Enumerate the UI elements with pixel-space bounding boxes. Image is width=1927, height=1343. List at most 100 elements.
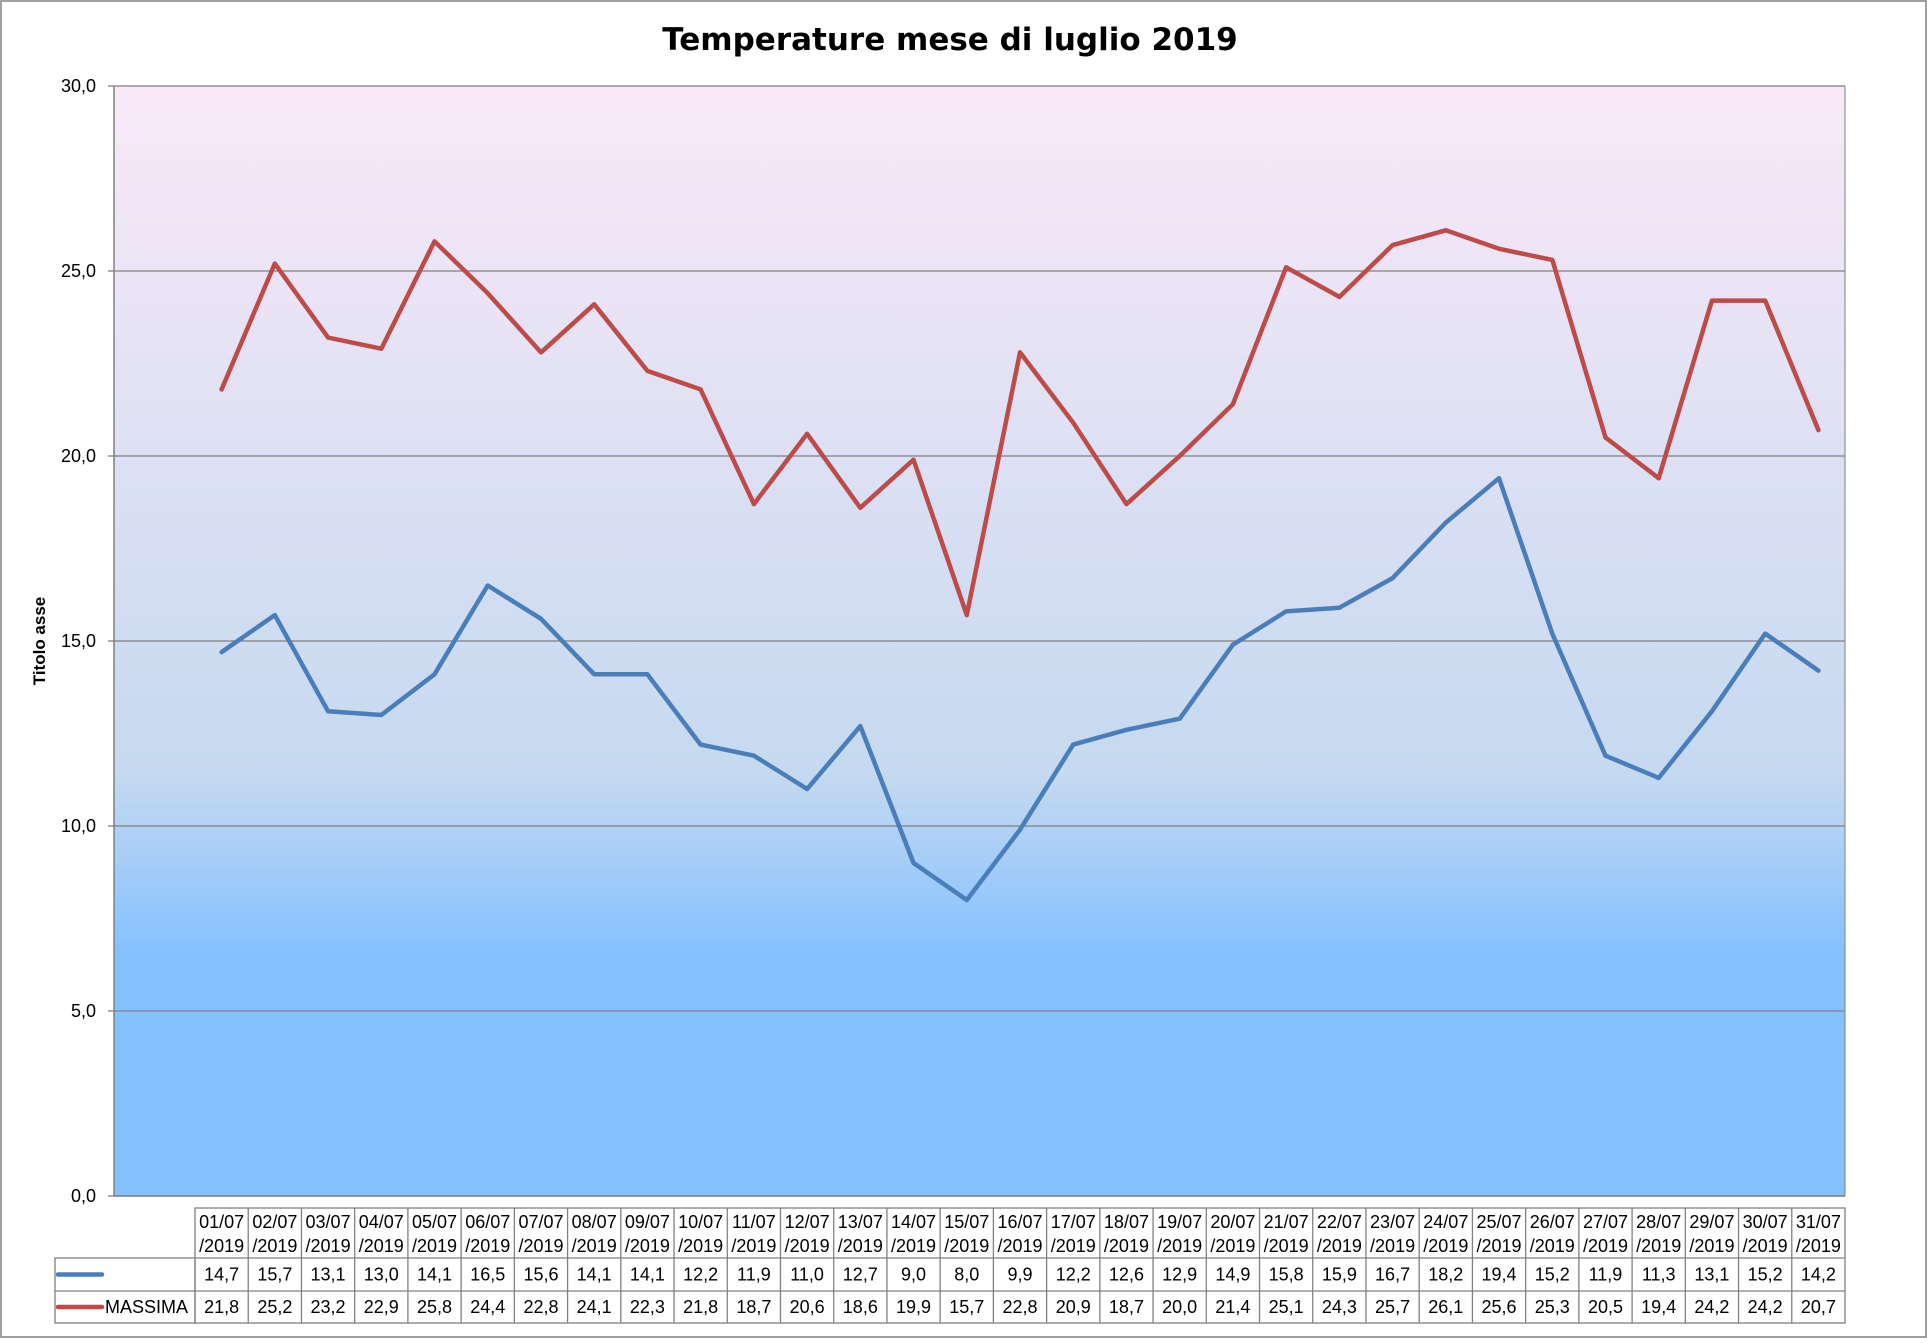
data-label: 21,4 (1215, 1297, 1250, 1317)
category-label: 01/07 (199, 1212, 244, 1232)
data-point (326, 335, 331, 340)
category-label: 18/07 (1104, 1212, 1149, 1232)
data-label: 14,1 (577, 1265, 612, 1285)
data-point (1816, 668, 1821, 673)
y-tick-label: 25,0 (61, 261, 96, 281)
data-label: 12,7 (843, 1265, 878, 1285)
y-tick-label: 5,0 (71, 1001, 96, 1021)
data-point (645, 672, 650, 677)
data-label: 23,2 (311, 1297, 346, 1317)
data-label: 16,5 (470, 1265, 505, 1285)
y-tick-label: 10,0 (61, 816, 96, 836)
data-point (645, 368, 650, 373)
data-point (698, 387, 703, 392)
category-label: /2019 (1796, 1236, 1841, 1256)
data-point (1124, 502, 1129, 507)
data-point (1071, 420, 1076, 425)
data-point (592, 672, 597, 677)
data-point (1337, 294, 1342, 299)
data-label: 13,1 (311, 1265, 346, 1285)
data-label: 18,6 (843, 1297, 878, 1317)
data-point (538, 350, 543, 355)
category-label: /2019 (1157, 1236, 1202, 1256)
data-label: 12,2 (683, 1265, 718, 1285)
data-point (1177, 454, 1182, 458)
data-point (1284, 265, 1289, 270)
category-label: 22/07 (1317, 1212, 1362, 1232)
data-label: 22,8 (1002, 1297, 1037, 1317)
category-label: /2019 (252, 1236, 297, 1256)
data-label: 15,7 (257, 1265, 292, 1285)
data-label: 25,1 (1269, 1297, 1304, 1317)
data-label: 25,2 (257, 1297, 292, 1317)
category-label: /2019 (412, 1236, 457, 1256)
data-label: 11,0 (790, 1265, 824, 1285)
data-label: 20,5 (1588, 1297, 1623, 1317)
category-label: 04/07 (359, 1212, 404, 1232)
category-label: 15/07 (944, 1212, 989, 1232)
category-label: /2019 (1370, 1236, 1415, 1256)
category-label: 06/07 (465, 1212, 510, 1232)
data-label: 21,8 (683, 1297, 718, 1317)
data-label: 25,7 (1375, 1297, 1410, 1317)
data-point (1656, 476, 1661, 481)
data-label: 22,3 (630, 1297, 665, 1317)
category-label: 26/07 (1530, 1212, 1575, 1232)
category-label: /2019 (199, 1236, 244, 1256)
data-point (219, 387, 224, 392)
data-label: 13,1 (1694, 1265, 1729, 1285)
data-label: 20,7 (1801, 1297, 1836, 1317)
data-point (1230, 402, 1235, 407)
data-point (1230, 642, 1235, 647)
data-label: 14,7 (204, 1265, 239, 1285)
data-label: 15,2 (1535, 1265, 1570, 1285)
category-label: /2019 (1423, 1236, 1468, 1256)
data-point (1390, 243, 1395, 248)
chart-title: Temperature mese di luglio 2019 (662, 22, 1237, 58)
data-point (1816, 428, 1821, 433)
category-label: /2019 (1583, 1236, 1628, 1256)
data-point (1709, 709, 1714, 714)
data-point (379, 346, 384, 351)
data-point (1124, 727, 1129, 732)
data-point (272, 261, 277, 266)
data-label: 24,4 (470, 1297, 505, 1317)
data-label: 24,1 (577, 1297, 612, 1317)
data-label: 20,6 (790, 1297, 825, 1317)
category-label: /2019 (1530, 1236, 1575, 1256)
data-label: 12,2 (1056, 1265, 1091, 1285)
category-label: 10/07 (678, 1212, 723, 1232)
data-point (1337, 605, 1342, 610)
category-label: /2019 (1051, 1236, 1096, 1256)
data-label: 24,3 (1322, 1297, 1357, 1317)
data-label: 24,2 (1694, 1297, 1729, 1317)
data-point (379, 713, 384, 717)
data-point (911, 861, 916, 865)
data-label: 9,0 (901, 1265, 926, 1285)
category-label: 05/07 (412, 1212, 457, 1232)
data-point (485, 583, 490, 588)
category-label: /2019 (518, 1236, 563, 1256)
data-point (1656, 775, 1661, 780)
data-point (1443, 228, 1448, 233)
data-label: 15,2 (1748, 1265, 1783, 1285)
data-point (698, 742, 703, 747)
category-label: 28/07 (1636, 1212, 1681, 1232)
data-point (858, 505, 863, 510)
data-label: 21,8 (204, 1297, 239, 1317)
data-point (751, 753, 756, 758)
data-label: 25,6 (1482, 1297, 1517, 1317)
category-label: 21/07 (1264, 1212, 1309, 1232)
data-point (1603, 753, 1608, 758)
data-point (1603, 435, 1608, 440)
data-point (1550, 631, 1555, 636)
data-label: 19,4 (1641, 1297, 1676, 1317)
data-point (1763, 631, 1768, 636)
data-point (592, 302, 597, 307)
y-tick-label: 15,0 (61, 631, 96, 651)
data-label: 11,9 (1589, 1265, 1623, 1285)
data-point (1177, 716, 1182, 721)
data-point (1763, 298, 1768, 303)
category-label: 12/07 (785, 1212, 830, 1232)
